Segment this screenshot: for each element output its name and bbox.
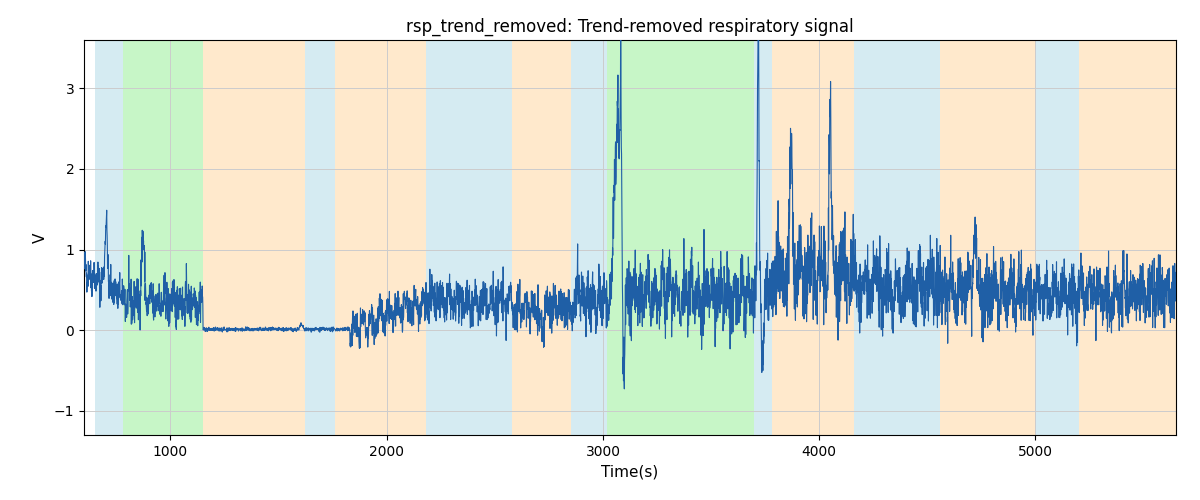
Y-axis label: V: V [34,232,48,242]
Bar [772,40,854,435]
Bar [755,40,772,435]
Bar [570,40,607,435]
Bar [941,40,1036,435]
Bar [122,40,203,435]
X-axis label: Time(s): Time(s) [601,464,659,479]
Title: rsp_trend_removed: Trend-removed respiratory signal: rsp_trend_removed: Trend-removed respira… [406,18,854,36]
Bar [607,40,755,435]
Bar [95,40,122,435]
Bar [203,40,305,435]
Bar [1079,40,1176,435]
Bar [512,40,570,435]
Bar [426,40,512,435]
Bar [335,40,426,435]
Bar [305,40,335,435]
Bar [854,40,941,435]
Bar [1036,40,1079,435]
